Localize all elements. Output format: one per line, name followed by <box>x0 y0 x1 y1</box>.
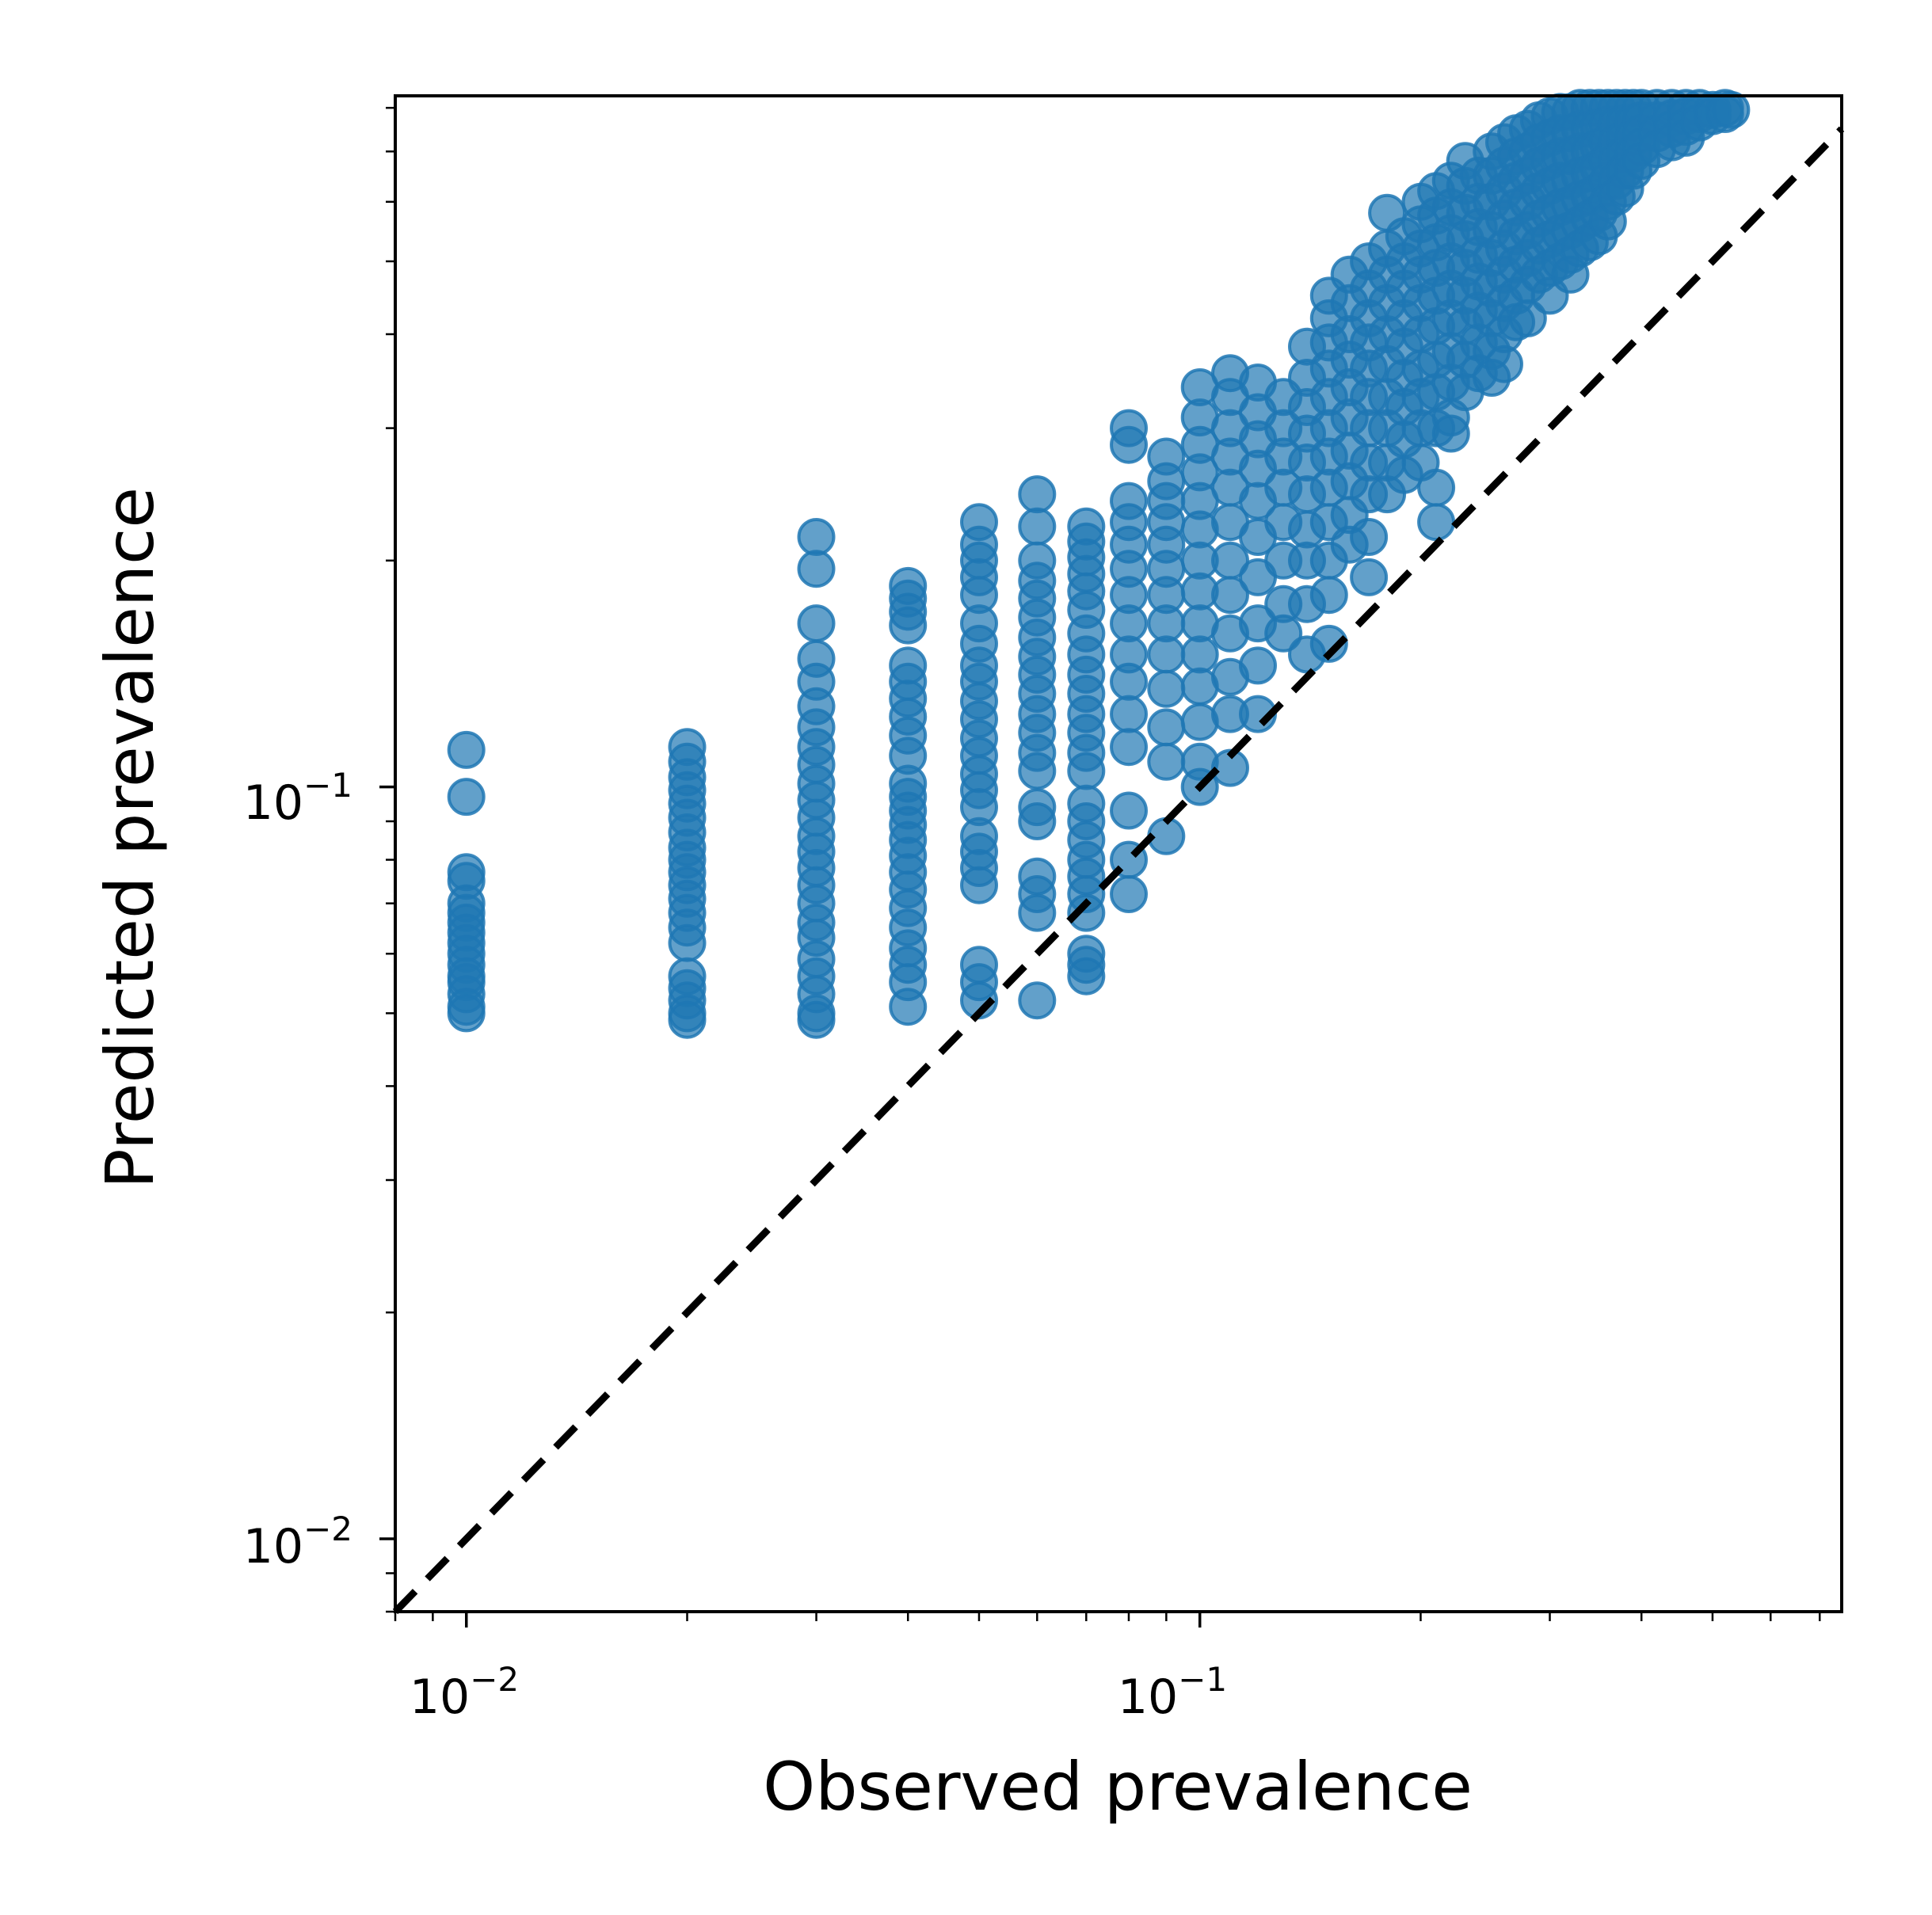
data-point <box>1018 507 1057 546</box>
data-point <box>1211 576 1249 615</box>
data-point <box>797 518 836 556</box>
data-point <box>1712 90 1751 129</box>
data-point <box>1067 893 1106 932</box>
plot-frame <box>394 94 1843 1613</box>
data-point <box>1417 503 1456 542</box>
x-tick-base: 10 <box>410 1669 470 1725</box>
axis-ticks <box>379 106 1821 1628</box>
data-point <box>1018 752 1057 790</box>
data-point <box>1211 748 1249 787</box>
x-tick-exponent: −1 <box>1178 1660 1227 1699</box>
data-point <box>1239 646 1277 685</box>
x-tick-base: 10 <box>1118 1669 1178 1725</box>
data-point <box>1147 635 1186 674</box>
data-point <box>1417 468 1456 507</box>
data-point <box>960 866 998 904</box>
data-point <box>668 1000 707 1039</box>
data-point <box>1067 957 1106 996</box>
data-point <box>1309 576 1348 615</box>
x-tick-label: 10−2 <box>410 1660 519 1725</box>
data-point <box>889 988 928 1026</box>
y-tick-label: 10−1 <box>243 766 352 831</box>
data-point <box>1110 875 1148 913</box>
data-point <box>1110 791 1148 830</box>
y-tick-exponent: −2 <box>303 1510 352 1548</box>
data-point <box>1309 624 1348 663</box>
y-axis-label: Predicted prevalence <box>91 487 169 1189</box>
x-tick-exponent: −2 <box>470 1660 519 1699</box>
x-axis-label: Observed prevalence <box>763 1748 1473 1826</box>
data-point <box>889 606 928 645</box>
data-point <box>1147 669 1186 708</box>
data-point <box>1147 708 1186 747</box>
data-point <box>1018 475 1057 514</box>
data-point <box>1018 802 1057 840</box>
data-point <box>1067 752 1106 790</box>
data-point <box>1110 662 1148 701</box>
y-tick-label: 10−2 <box>243 1510 352 1574</box>
data-point <box>447 778 486 817</box>
x-tick-label: 10−1 <box>1118 1660 1227 1725</box>
y-tick-base: 10 <box>243 775 303 831</box>
reference-line <box>392 126 1845 1615</box>
data-point <box>447 730 486 769</box>
data-points <box>447 89 1751 1039</box>
data-point <box>797 1000 836 1039</box>
data-point <box>1485 345 1523 383</box>
data-point <box>1431 414 1470 453</box>
data-point <box>1180 635 1219 674</box>
data-point <box>1147 742 1186 781</box>
data-point <box>1350 558 1389 596</box>
data-point <box>1110 728 1148 767</box>
data-point <box>1018 981 1057 1020</box>
y-tick-exponent: −1 <box>303 766 352 805</box>
data-point <box>797 604 836 643</box>
data-point <box>1018 893 1057 932</box>
data-point <box>1350 518 1389 556</box>
data-point <box>1508 299 1547 337</box>
data-point <box>797 550 836 588</box>
y-tick-base: 10 <box>243 1519 303 1574</box>
data-point <box>1110 695 1148 733</box>
data-point <box>1110 425 1148 464</box>
data-point <box>447 994 486 1033</box>
data-point <box>668 923 707 962</box>
data-point <box>1264 614 1303 653</box>
